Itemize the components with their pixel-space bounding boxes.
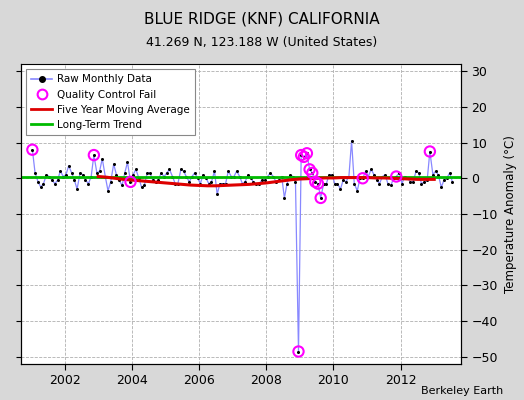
Point (316, 195, 325, 201)
Text: 41.269 N, 123.188 W (United States): 41.269 N, 123.188 W (United States) (146, 36, 378, 49)
Point (303, 150, 311, 156)
Point (126, 179, 135, 185)
Point (305, 166, 314, 172)
Point (294, 348, 303, 355)
Point (297, 152, 305, 158)
Point (90, 152, 98, 158)
Point (314, 180, 322, 187)
Legend: Raw Monthly Data, Quality Control Fail, Five Year Moving Average, Long-Term Tren: Raw Monthly Data, Quality Control Fail, … (26, 69, 195, 135)
Point (311, 179, 320, 185)
Text: Berkeley Earth: Berkeley Earth (421, 386, 503, 396)
Text: BLUE RIDGE (KNF) CALIFORNIA: BLUE RIDGE (KNF) CALIFORNIA (144, 12, 380, 27)
Point (392, 173, 400, 180)
Point (28, 146, 37, 153)
Y-axis label: Temperature Anomaly (°C): Temperature Anomaly (°C) (504, 135, 517, 293)
Point (308, 170, 316, 176)
Point (300, 154, 308, 160)
Point (358, 175, 367, 182)
Point (425, 148, 434, 155)
